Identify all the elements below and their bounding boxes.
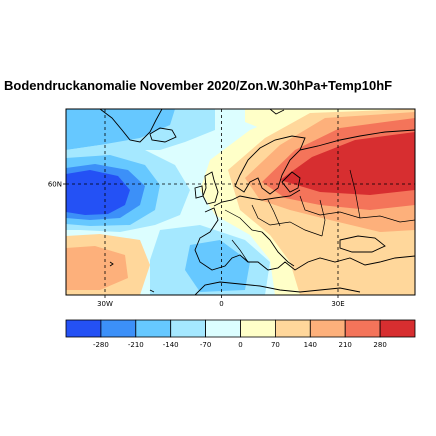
colorbar-label: -70 bbox=[200, 341, 211, 349]
colorbar-label: 0 bbox=[238, 341, 242, 349]
axis-labels: 30W 0 30E 60N bbox=[48, 181, 345, 309]
colorbar-label: 70 bbox=[271, 341, 280, 349]
colorbar-swatch bbox=[309, 319, 346, 338]
map-frame bbox=[65, 108, 416, 296]
colorbar-label: 280 bbox=[373, 341, 386, 349]
colorbar-swatch bbox=[240, 319, 276, 338]
colorbar-label: 140 bbox=[304, 341, 317, 349]
colorbar-label: -280 bbox=[93, 341, 109, 349]
lon-label: 30W bbox=[97, 300, 113, 308]
lon-label: 0 bbox=[219, 300, 223, 308]
colorbar-swatch bbox=[379, 319, 416, 338]
colorbar: -280 -210 -140 -70 0 70 140 210 280 bbox=[65, 319, 416, 349]
colorbar-label: 210 bbox=[339, 341, 352, 349]
pressure-anomaly-field bbox=[66, 109, 415, 295]
colorbar-swatch bbox=[65, 319, 102, 338]
map-title: Bodendruckanomalie November 2020/Zon.W.3… bbox=[4, 78, 393, 93]
colorbar-label: -140 bbox=[163, 341, 179, 349]
colorbar-swatch bbox=[344, 319, 381, 338]
coastlines bbox=[99, 109, 415, 295]
colorbar-swatch bbox=[205, 319, 241, 338]
colorbar-swatch bbox=[135, 319, 172, 338]
lat-label: 60N bbox=[48, 181, 62, 189]
colorbar-label: -210 bbox=[128, 341, 144, 349]
graticule bbox=[66, 109, 415, 295]
colorbar-swatch bbox=[274, 319, 311, 338]
colorbar-swatch bbox=[170, 319, 206, 338]
lon-label: 30E bbox=[331, 300, 344, 308]
colorbar-swatch bbox=[100, 319, 137, 338]
